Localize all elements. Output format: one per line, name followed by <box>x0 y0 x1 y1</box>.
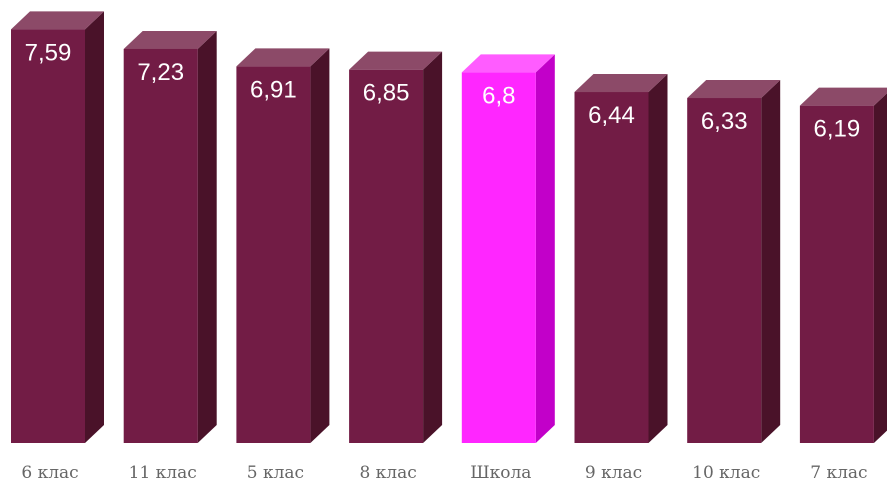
category-label: 6 клас <box>21 463 78 483</box>
bar-top <box>799 87 887 106</box>
bar: 7,23 <box>123 30 217 444</box>
bar-value-label: 6,85 <box>363 80 410 107</box>
bar-value-label: 6,33 <box>701 108 748 135</box>
bar-top <box>687 80 781 99</box>
bar-top <box>236 48 330 67</box>
category-label: 5 клас <box>247 463 304 483</box>
bar-top <box>461 54 555 73</box>
bar-front <box>799 105 874 444</box>
category-labels-group: 6 клас 11 клас 5 клас 8 клас Школа 9 клас 10 к… <box>21 463 867 483</box>
bar: 7,59 <box>11 11 104 443</box>
bar-side <box>648 74 668 444</box>
bar-side <box>761 80 781 443</box>
bar-top <box>574 74 668 93</box>
bar-front <box>123 48 198 444</box>
bar-front <box>687 98 762 443</box>
bar-side <box>310 48 330 443</box>
category-label: 7 клас <box>810 463 867 483</box>
bar: 6,19 <box>799 87 887 444</box>
bar-side <box>535 54 555 444</box>
category-label: Школа <box>470 463 531 483</box>
bar-value-label: 6,91 <box>250 76 297 103</box>
bar-side <box>873 93 887 443</box>
bar: 6,33 <box>687 80 781 443</box>
bars-group: 7,59 7,23 6,91 6,85 6,8 6,44 6,33 6,19 <box>11 11 887 444</box>
bar: 6,44 <box>574 74 668 444</box>
bar-side <box>197 30 217 444</box>
bar-top <box>349 51 443 70</box>
bar: 6,85 <box>349 51 443 444</box>
bar-front <box>236 66 311 443</box>
bar-top <box>11 11 104 30</box>
bar-side <box>85 11 104 443</box>
bar-value-label: 6,8 <box>482 82 515 109</box>
bar-value-label: 6,44 <box>588 102 635 129</box>
bar-value-label: 7,59 <box>25 39 72 66</box>
category-label: 11 клас <box>129 463 197 483</box>
bar-side <box>423 51 443 444</box>
category-label: 9 клас <box>585 463 642 483</box>
bar: 6,8 <box>461 54 555 444</box>
bar: 6,91 <box>236 48 330 443</box>
category-label: 8 клас <box>359 463 416 483</box>
bar-front <box>574 92 649 444</box>
category-label: 10 клас <box>692 463 760 483</box>
bar-front <box>349 69 424 444</box>
bar-value-label: 7,23 <box>137 59 184 86</box>
bar-front <box>11 29 85 443</box>
bar-front <box>461 72 536 444</box>
bar-top <box>123 30 217 49</box>
bar-value-label: 6,19 <box>814 116 861 143</box>
